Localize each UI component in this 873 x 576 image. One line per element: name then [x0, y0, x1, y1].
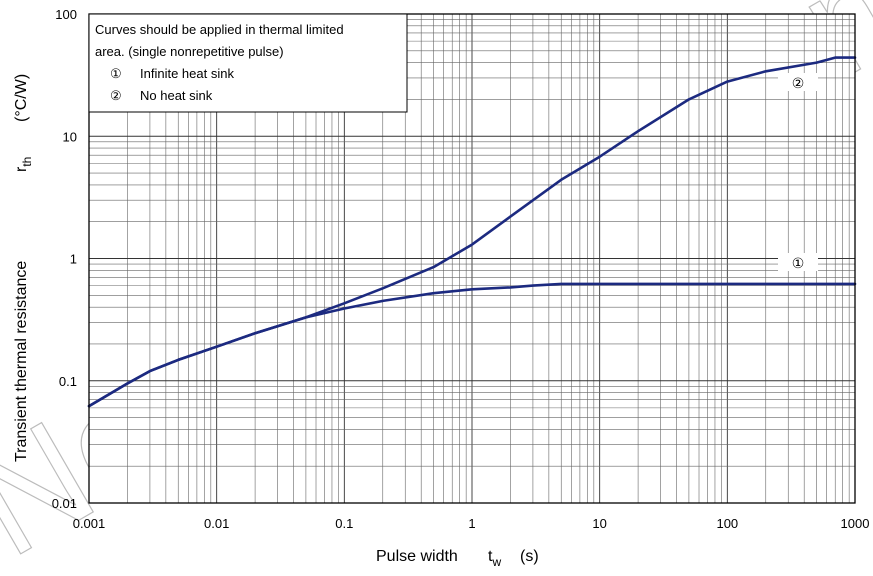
y-axis-subscript: th [20, 157, 34, 167]
curve-label-2-text: ② [792, 76, 805, 92]
y-axis-label: Transient thermal resistance rth (°C/W) [13, 74, 34, 462]
x-tick-label: 100 [716, 516, 738, 531]
y-tick-label: 100 [55, 7, 77, 22]
x-axis-label-unit: (s) [520, 548, 539, 565]
x-tick-label: 10 [592, 516, 606, 531]
legend-line-2: area. (single nonrepetitive pulse) [95, 44, 284, 59]
x-axis-symbol: t [488, 548, 493, 565]
y-axis-symbol: r [13, 166, 30, 172]
x-axis-subscript: w [491, 555, 501, 569]
x-tick-label: 0.01 [204, 516, 229, 531]
curve-label-1: ① [778, 253, 818, 272]
y-tick-label: 1 [70, 252, 77, 267]
y-axis-label-unit: (°C/W) [13, 74, 30, 122]
x-tick-label: 1000 [841, 516, 870, 531]
curve-label-1-text: ① [792, 256, 805, 272]
x-axis-label-symbol: tw [488, 548, 501, 569]
curve-label-2-bg [778, 73, 818, 91]
legend: Curves should be applied in thermal limi… [88, 13, 408, 113]
curve-label-1-bg [778, 253, 818, 271]
legend-entry-2-text: No heat sink [140, 88, 213, 103]
legend-line-1: Curves should be applied in thermal limi… [95, 22, 344, 37]
legend-entry-1-text: Infinite heat sink [140, 66, 234, 81]
legend-entry-1-marker: ① [110, 66, 122, 81]
y-tick-label: 0.01 [52, 496, 77, 511]
y-tick-label: 10 [63, 129, 77, 144]
y-tick-label: 0.1 [59, 374, 77, 389]
y-axis-label-symbol: rth [13, 157, 34, 172]
x-axis-label: Pulse width tw (s) [376, 548, 539, 569]
x-tick-label: 0.001 [73, 516, 106, 531]
y-axis-label-main: Transient thermal resistance [13, 261, 30, 462]
plot-frame [88, 13, 856, 504]
legend-entry-2-marker: ② [110, 88, 122, 103]
legend-box [88, 13, 408, 113]
x-tick-label: 0.1 [335, 516, 353, 531]
x-axis-label-main: Pulse width [376, 548, 458, 565]
series-1-line [87, 282, 857, 408]
tick-labels: 0.001 0.01 0.1 1 10 100 1000 0.01 0.1 1 10 100 [52, 7, 870, 531]
x-tick-label: 1 [468, 516, 475, 531]
curve-label-2: ② [778, 73, 818, 92]
curves [87, 56, 857, 408]
